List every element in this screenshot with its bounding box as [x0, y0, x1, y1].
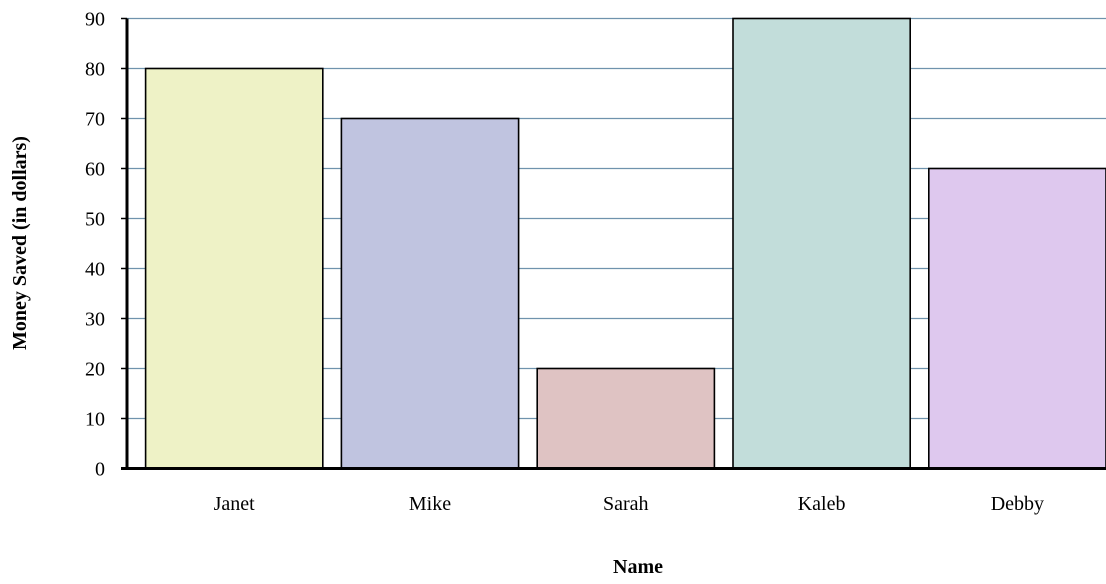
- y-tick-label: 20: [85, 359, 105, 381]
- bar-debby: [928, 167, 1106, 470]
- axes: [121, 17, 1106, 470]
- y-tick-label: 10: [85, 409, 105, 431]
- bars: [144, 17, 1106, 470]
- x-axis-title: Name: [613, 556, 663, 578]
- x-tick-label: Debby: [991, 493, 1044, 515]
- x-tick-label: Sarah: [603, 493, 649, 515]
- y-axis-title: Money Saved (in dollars): [9, 136, 31, 350]
- bar-kaleb: [732, 17, 911, 470]
- y-tick-label: 0: [95, 459, 105, 481]
- y-tick-label: 90: [85, 9, 105, 31]
- bar-sarah: [536, 367, 716, 470]
- y-tick-label: 40: [85, 259, 105, 281]
- bar-janet: [144, 67, 324, 470]
- x-tick-label: Janet: [214, 493, 256, 515]
- tick-labels: 0 10 20 30 40 50 60 70 80 90 Janet Mike Sarah Kaleb De…: [85, 9, 1044, 516]
- x-tick-label: Mike: [409, 493, 451, 515]
- x-tick-label: Kaleb: [798, 493, 846, 515]
- y-tick-label: 70: [85, 109, 105, 131]
- y-tick-label: 50: [85, 209, 105, 231]
- bar-mike: [340, 117, 520, 470]
- y-tick-label: 30: [85, 309, 105, 331]
- y-tick-label: 80: [85, 59, 105, 81]
- y-tick-label: 60: [85, 159, 105, 181]
